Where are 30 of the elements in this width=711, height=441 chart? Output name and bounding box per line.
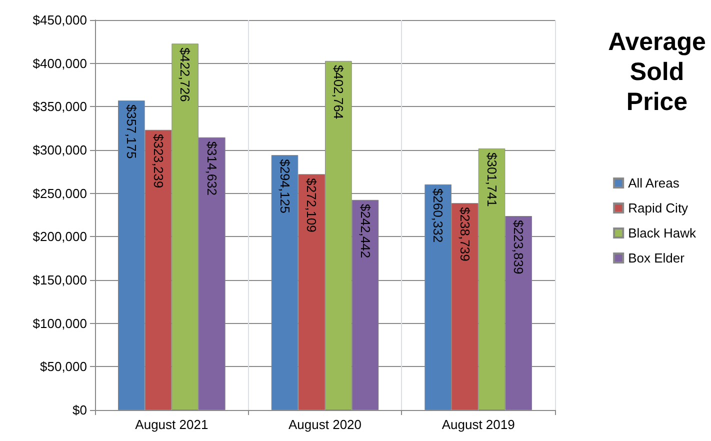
- data-label: $223,839: [511, 220, 526, 274]
- y-tick-label: $50,000: [40, 359, 87, 374]
- legend-label: All Areas: [628, 176, 680, 190]
- y-tick-label: $400,000: [32, 56, 87, 71]
- data-label: $238,739: [457, 207, 472, 262]
- text: Average Sold Price: [608, 28, 706, 116]
- legend-label: Box Elder: [628, 250, 686, 266]
- data-label: $272,109: [304, 178, 320, 232]
- legend-label: Rapid City: [628, 200, 689, 216]
- data-label: $242,442: [358, 204, 373, 258]
- data-label: $301,741: [484, 152, 500, 207]
- data-label: $402,764: [330, 64, 346, 120]
- y-tick-label: $350,000: [32, 99, 87, 114]
- y-tick-label: $100,000: [32, 316, 87, 331]
- y-tick-label: $300,000: [32, 142, 87, 158]
- data-label: $260,332: [430, 188, 446, 243]
- data-label: $357,175: [124, 104, 139, 159]
- y-tick-label: $250,000: [32, 186, 87, 201]
- data-label: $294,125: [277, 159, 292, 214]
- y-tick-label: $450,000: [32, 12, 87, 28]
- y-tick-label: $150,000: [32, 272, 87, 288]
- x-tick-label: August 2019: [442, 417, 515, 432]
- x-tick-label: August 2021: [135, 417, 208, 432]
- y-tick-label: $0: [72, 402, 87, 418]
- x-tick-label: August 2020: [288, 417, 362, 432]
- data-label: $323,239: [150, 134, 166, 188]
- data-label: $422,726: [178, 48, 193, 102]
- y-tick-label: $200,000: [32, 229, 87, 244]
- data-label: $314,632: [204, 141, 220, 196]
- legend-label: Black Hawk: [628, 226, 696, 240]
